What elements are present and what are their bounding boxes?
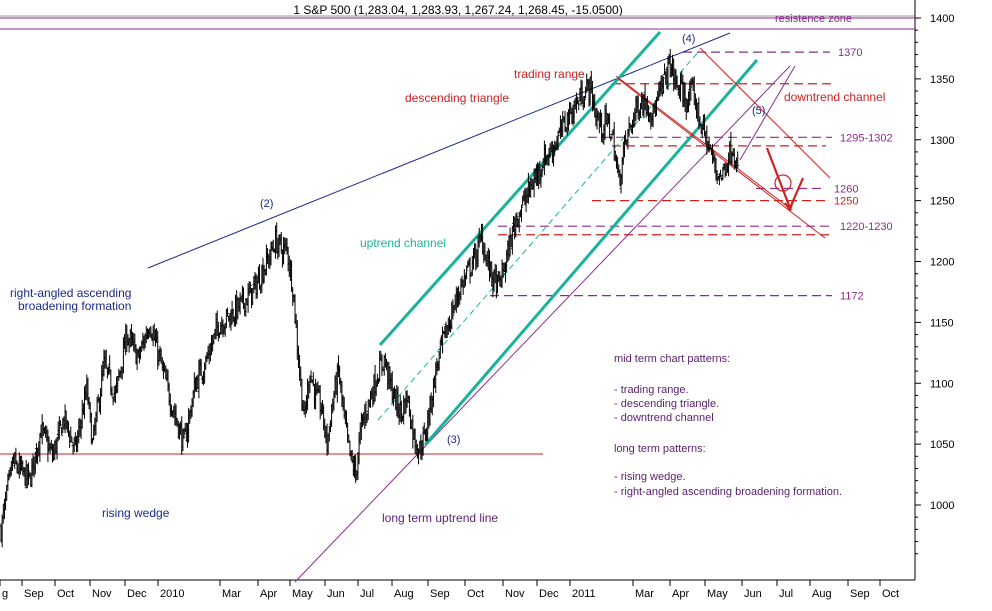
x-tick-label: Mar (222, 588, 241, 600)
projection-overlay (765, 147, 805, 213)
note-descending-triangle: - descending triangle. (614, 398, 719, 410)
y-tick-label: 1150 (930, 317, 954, 329)
y-tick-label: 1200 (930, 257, 954, 269)
x-tick-label: Apr (672, 588, 689, 600)
x-tick-label: Oct (467, 588, 484, 600)
pivot-label: (5) (752, 105, 765, 117)
x-tick-label: Mar (635, 588, 654, 600)
x-tick-label: Sep (850, 588, 870, 600)
trendline (294, 65, 791, 583)
note-mid-term-title: mid term chart patterns: (614, 353, 730, 365)
note-trading-range: - trading range. (614, 384, 689, 396)
annotation-broadening-line1: right-angled ascending (10, 286, 131, 300)
x-tick-label: 2010 (160, 588, 184, 600)
x-tick-label: May (292, 588, 313, 600)
x-tick-label: 2011 (572, 588, 596, 600)
chart-title: 1 S&P 500 (1,283.04, 1,283.93, 1,267.24,… (293, 3, 622, 17)
pivot-label: (2) (260, 198, 273, 210)
price-bars (0, 49, 740, 548)
y-tick-label: 1000 (930, 500, 954, 512)
note-rising-wedge: - rising wedge. (614, 471, 686, 483)
projection-arrowhead (784, 200, 794, 213)
x-tick-label: Jul (779, 588, 793, 600)
y-tick-label: 1300 (930, 135, 954, 147)
annotation-trading-range: trading range (514, 67, 585, 81)
trendline (739, 65, 796, 161)
x-tick-label: Apr (260, 588, 277, 600)
trendline (423, 59, 759, 446)
x-tick-label: g (2, 588, 8, 600)
x-tick-label: Aug (394, 588, 414, 600)
x-tick-label: Oct (882, 588, 899, 600)
x-tick-label: May (707, 588, 728, 600)
annotation-broadening-line2: broadening formation (18, 299, 131, 313)
x-tick-label: Dec (539, 588, 559, 600)
annotation-uptrend-channel: uptrend channel (360, 236, 446, 250)
x-tick-label: Sep (430, 588, 450, 600)
y-tick-label: 1350 (930, 74, 954, 86)
level-label: 1172 (840, 291, 864, 303)
x-tick-label: Sep (24, 588, 44, 600)
projection-arrow (765, 147, 805, 211)
y-tick-label: 1050 (930, 439, 954, 451)
x-tick-label: Dec (127, 588, 147, 600)
projection-circle (774, 174, 792, 192)
annotation-rising-wedge: rising wedge (102, 506, 170, 520)
x-tick-label: Oct (57, 588, 74, 600)
annotation-downtrend-channel: downtrend channel (784, 90, 885, 104)
pivot-label: (4) (682, 33, 695, 45)
annotation-long-term-uptrend: long term uptrend line (382, 511, 498, 525)
trendline (147, 32, 731, 269)
y-tick-label: 1400 (930, 13, 954, 25)
level-label: 1260 (834, 183, 858, 195)
level-label: 1370 (838, 47, 862, 59)
pivot-labels: (2) (3) (4) (5) (260, 33, 765, 446)
x-tick-label: Jun (327, 588, 345, 600)
trendline (699, 47, 831, 179)
pivot-label: (3) (447, 434, 460, 446)
note-downtrend-channel: - downtrend channel (614, 412, 714, 424)
x-tick-label: Nov (92, 588, 112, 600)
x-tick-label: Aug (812, 588, 832, 600)
x-tick-label: Jul (360, 588, 374, 600)
level-label: 1250 (834, 196, 858, 208)
level-label: 1295-1302 (840, 132, 893, 144)
annotation-descending-triangle: descending triangle (405, 91, 509, 105)
y-tick-label: 1250 (930, 196, 954, 208)
note-long-term-title: long term patterns: (614, 443, 706, 455)
axis-ticks: 1000 1050 1100 1150 1200 1250 1300 1350 1400 g Sep… (0, 13, 954, 600)
note-broadening: - right-angled ascending broadening form… (614, 486, 842, 498)
level-label: 1220-1230 (840, 221, 893, 233)
trendlines (0, 30, 831, 583)
x-tick-label: Jun (744, 588, 762, 600)
y-tick-label: 1100 (930, 378, 954, 390)
trendline (377, 49, 701, 421)
resistance-zone-label: resistence zone (775, 13, 852, 25)
trendline (378, 30, 662, 347)
x-tick-label: Nov (505, 588, 525, 600)
